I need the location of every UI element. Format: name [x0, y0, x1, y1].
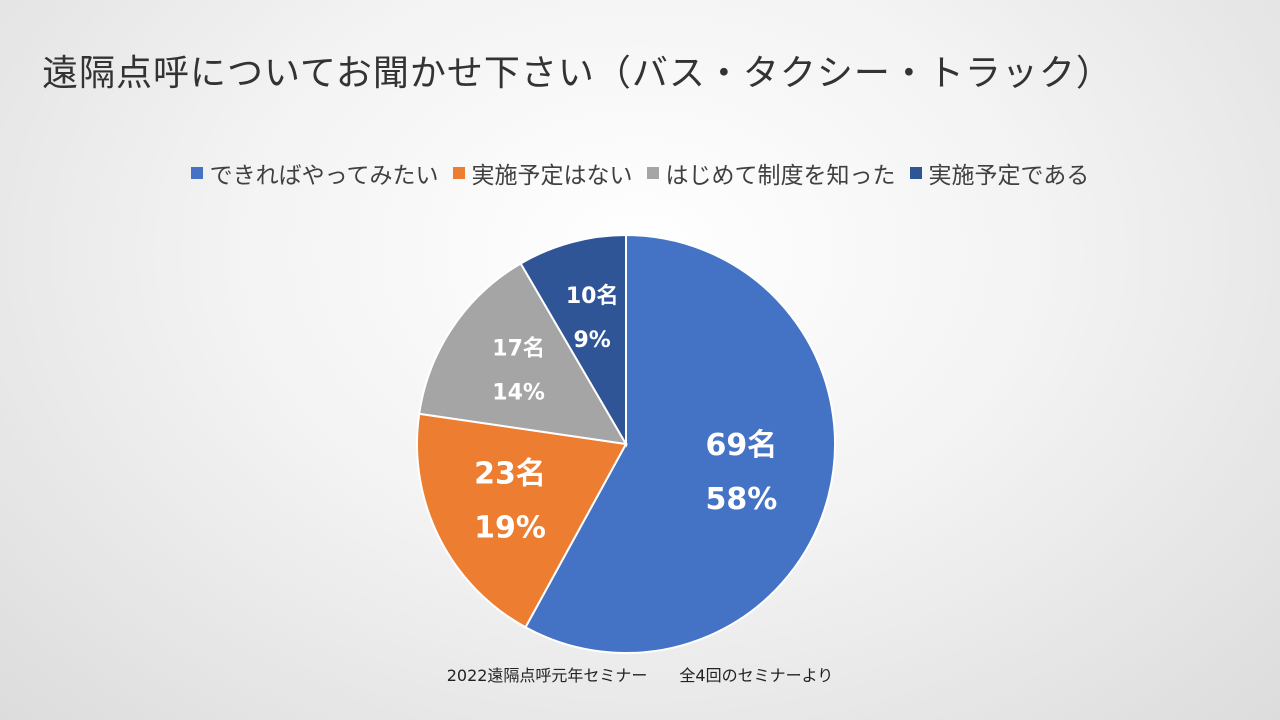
slice-count-label: 23名 [474, 456, 546, 491]
legend-swatch [646, 167, 659, 179]
slice-count-label: 69名 [706, 428, 778, 463]
slice-percent-label: 19% [474, 510, 546, 545]
legend-label: できればやってみたい [209, 163, 439, 189]
legend-item: できればやってみたい [190, 156, 439, 190]
footnote: 2022遠隔点呼元年セミナー 全4回のセミナーより [446, 666, 834, 685]
pie-slice [524, 233, 836, 654]
slice-percent-label: 9% [574, 328, 611, 353]
pie-slice [519, 233, 627, 448]
slice-count-label: 17名 [492, 335, 545, 361]
legend-item: はじめて制度を知った [646, 156, 896, 190]
slice-percent-label: 14% [492, 380, 545, 405]
chart-title: 遠隔点呼についてお聞かせ下さい（バス・タクシー・トラック） [42, 53, 1113, 94]
legend-item: 実施予定はない [452, 156, 633, 190]
chart-legend: できればやってみたい 実施予定はない はじめて制度を知った 実施予定である [0, 156, 1280, 190]
legend-label: 実施予定はない [471, 163, 633, 189]
legend-swatch [452, 167, 465, 179]
slice-percent-label: 58% [705, 482, 777, 517]
legend-label: はじめて制度を知った [665, 163, 896, 189]
pie-slice [418, 262, 628, 446]
legend-item: 実施予定である [909, 156, 1090, 190]
pie-slice [416, 412, 628, 629]
legend-label: 実施予定である [928, 163, 1090, 189]
slice-count-label: 10名 [566, 283, 619, 309]
legend-swatch [190, 167, 203, 179]
legend-swatch [909, 167, 922, 179]
